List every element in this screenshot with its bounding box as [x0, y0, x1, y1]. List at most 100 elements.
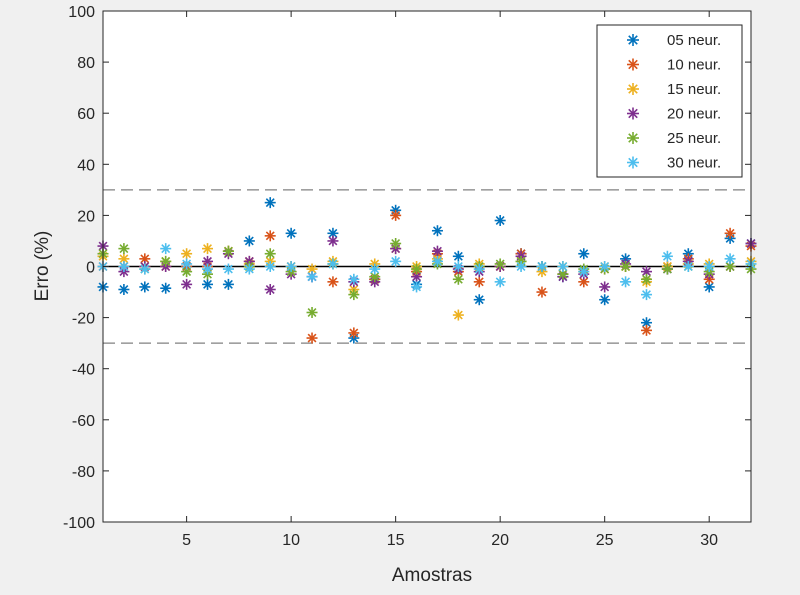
- data-point: [473, 263, 485, 275]
- data-point: [327, 235, 339, 247]
- data-point: [494, 276, 506, 288]
- marker-stroke: [161, 244, 171, 254]
- data-point: [327, 258, 339, 270]
- marker-stroke: [119, 262, 129, 271]
- marker-stroke: [432, 256, 442, 266]
- data-point: [599, 281, 611, 293]
- data-point: [202, 278, 214, 290]
- data-point: [411, 263, 423, 275]
- marker-stroke: [432, 246, 442, 256]
- marker-stroke: [223, 246, 233, 256]
- marker-stroke: [328, 277, 338, 287]
- y-tick-label: -80: [72, 464, 95, 481]
- data-point: [640, 273, 652, 285]
- x-tick-label: 15: [387, 532, 405, 549]
- marker-stroke: [203, 264, 212, 274]
- data-point: [222, 278, 234, 290]
- data-point: [222, 245, 234, 257]
- data-point: [452, 273, 464, 285]
- data-point: [494, 258, 506, 270]
- data-point: [202, 263, 214, 275]
- data-point: [222, 263, 234, 275]
- marker-stroke: [182, 249, 192, 259]
- marker-stroke: [628, 133, 638, 143]
- marker-stroke: [725, 262, 735, 271]
- legend-label: 15 neur.: [667, 81, 721, 98]
- marker-stroke: [370, 272, 380, 282]
- data-point: [160, 243, 172, 255]
- data-point: [118, 261, 130, 272]
- data-point: [661, 263, 673, 275]
- data-point: [118, 253, 130, 265]
- marker-stroke: [537, 287, 547, 297]
- x-axis: 5 10 15 20 25 30: [182, 11, 718, 549]
- marker-stroke: [495, 277, 505, 287]
- data-point: [452, 309, 464, 321]
- x-tick-label: 25: [596, 532, 614, 549]
- marker-stroke: [453, 310, 463, 320]
- marker-stroke: [662, 264, 672, 274]
- legend-marker: [627, 83, 639, 95]
- data-point: [411, 271, 423, 283]
- marker-stroke: [642, 318, 651, 328]
- legend-label: 25 neur.: [667, 130, 721, 147]
- marker-stroke: [391, 256, 401, 266]
- legend-label: 10 neur.: [667, 57, 721, 74]
- marker-stroke: [265, 249, 275, 259]
- data-point: [264, 248, 276, 260]
- y-tick-label: 0: [86, 260, 95, 277]
- marker-stroke: [621, 262, 631, 271]
- marker-stroke: [161, 256, 171, 266]
- data-point: [181, 248, 193, 260]
- data-point: [348, 327, 360, 339]
- marker-stroke: [203, 256, 212, 266]
- marker-stroke: [453, 251, 463, 261]
- marker-stroke: [265, 198, 275, 208]
- marker-stroke: [474, 295, 484, 305]
- marker-stroke: [349, 290, 359, 300]
- marker-stroke: [642, 274, 651, 284]
- marker-stroke: [307, 308, 317, 317]
- data-point: [139, 263, 151, 275]
- data-point: [473, 276, 485, 288]
- marker-stroke: [642, 325, 651, 335]
- marker-stroke: [628, 108, 638, 119]
- marker-stroke: [704, 262, 714, 271]
- data-point: [306, 271, 318, 283]
- marker-stroke: [119, 254, 129, 264]
- marker-stroke: [628, 84, 638, 94]
- data-point: [661, 250, 673, 262]
- data-point: [181, 258, 193, 270]
- marker-stroke: [182, 267, 192, 277]
- marker-stroke: [474, 277, 484, 287]
- y-tick-label: -100: [63, 515, 95, 532]
- y-tick-label: 100: [68, 4, 95, 21]
- marker-stroke: [725, 254, 735, 264]
- data-point: [118, 283, 130, 295]
- marker-stroke: [558, 262, 568, 271]
- marker-stroke: [203, 279, 212, 289]
- legend-marker: [627, 58, 639, 71]
- marker-stroke: [349, 274, 359, 284]
- legend-marker: [627, 107, 639, 120]
- marker-stroke: [600, 262, 610, 271]
- data-point: [369, 263, 381, 275]
- data-point: [515, 261, 527, 272]
- marker-stroke: [662, 251, 672, 261]
- data-point: [390, 255, 402, 267]
- marker-stroke: [223, 264, 233, 274]
- marker-stroke: [119, 285, 129, 294]
- data-point: [640, 324, 652, 336]
- data-point: [578, 266, 590, 278]
- y-tick-label: -40: [72, 362, 95, 379]
- data-point: [390, 209, 402, 221]
- y-tick-label: 60: [77, 106, 95, 123]
- marker-stroke: [119, 244, 129, 254]
- marker-stroke: [495, 259, 505, 269]
- data-point: [620, 261, 632, 272]
- marker-stroke: [621, 277, 631, 287]
- data-point: [160, 282, 172, 294]
- marker-stroke: [244, 264, 254, 274]
- legend-box: [596, 24, 743, 178]
- marker-stroke: [642, 290, 651, 300]
